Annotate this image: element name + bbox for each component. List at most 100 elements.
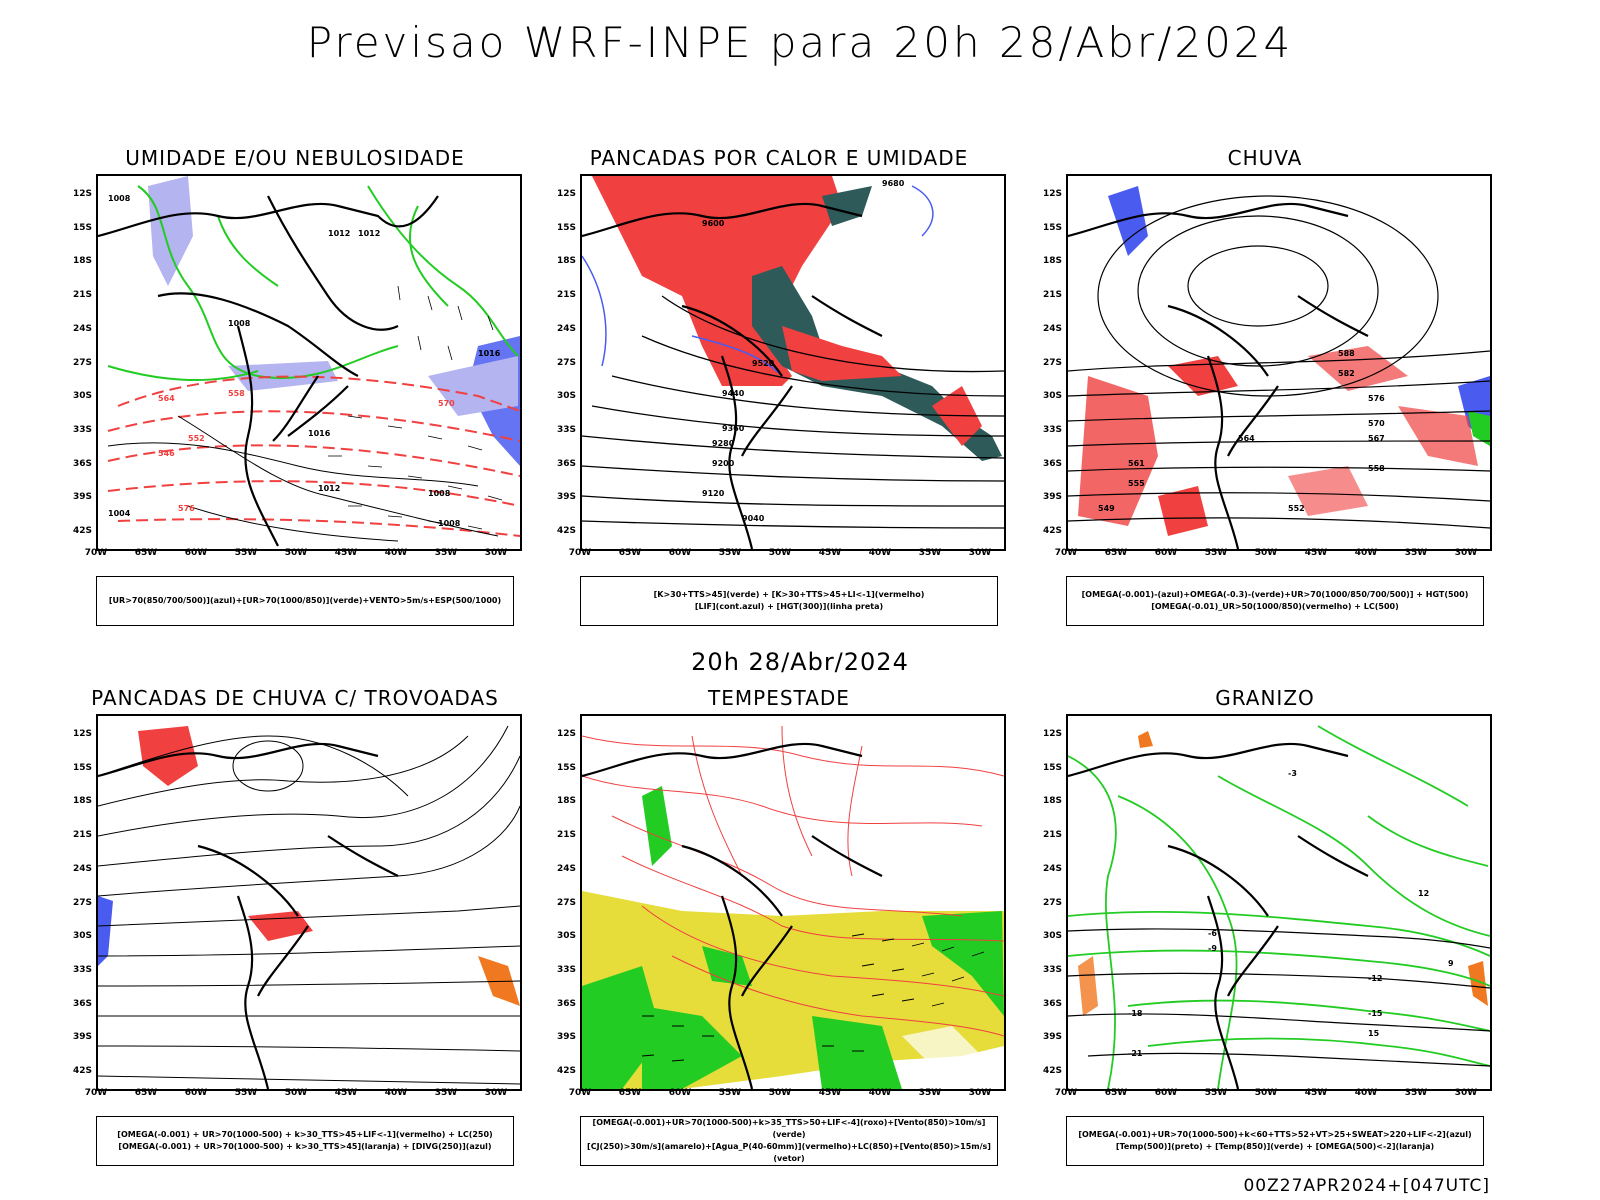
latitude-tick-label: 24S	[1042, 863, 1062, 874]
legend-line: [OMEGA(-0.01)_UR>50(1000/850)(vermelho) …	[1151, 602, 1399, 611]
map-umidade: 1008 1012 1008 1016 1012 1008 1004 1008 1012 570 5…	[96, 174, 522, 551]
latitude-tick-label: 27S	[556, 897, 576, 908]
legend-line: [CJ(250)>30m/s](amarelo)+[Agua_P(40-60mm…	[587, 1142, 991, 1163]
latitude-tick-label: 33S	[72, 424, 92, 435]
latitude-tick-label: 24S	[72, 863, 92, 874]
longitude-tick-label: 50W	[284, 548, 308, 558]
longitude-tick-label: 35W	[1404, 1088, 1428, 1098]
contour-value-label: 9040	[742, 514, 765, 523]
legend-line: [Temp(500)](preto) + [Temp(850)](verde) …	[1115, 1142, 1435, 1151]
latitude-tick-label: 30S	[556, 391, 576, 402]
contour-value-label: 1008	[428, 489, 451, 498]
latitude-tick-label: 18S	[72, 256, 92, 267]
panel-granizo: GRANIZO 12S 15S 18S 21S 24S 27S 30S 33S 36S 39S 42…	[1030, 686, 1500, 1176]
longitude-axis: 70W 65W 60W 55W 50W 45W 40W 35W 30W	[85, 1088, 520, 1102]
contour-value-label: 1004	[108, 509, 131, 518]
red-contours	[582, 725, 1004, 1037]
contour-value-label: 12	[1418, 889, 1429, 898]
longitude-tick-label: 30W	[484, 548, 508, 558]
latitude-axis: 12S 15S 18S 21S 24S 27S 30S 33S 36S 39S 42S	[1030, 714, 1064, 1087]
longitude-axis: 70W 65W 60W 55W 50W 45W 40W 35W 30W	[1055, 548, 1490, 562]
latitude-tick-label: 36S	[72, 998, 92, 1009]
latitude-tick-label: 12S	[72, 729, 92, 739]
longitude-tick-label: 55W	[718, 1088, 742, 1098]
latitude-tick-label: 21S	[72, 830, 92, 841]
map-svg: 1008 1012 1008 1016 1012 1008 1004 1008 1012 570 5…	[98, 176, 520, 547]
contour-value-label: 546	[158, 449, 175, 458]
lif-contours	[582, 185, 934, 377]
latitude-tick-label: 18S	[556, 256, 576, 267]
longitude-tick-label: 60W	[184, 1088, 208, 1098]
longitude-axis: 70W 65W 60W 55W 50W 45W 40W 35W 30W	[85, 548, 520, 562]
longitude-tick-label: 50W	[1254, 1088, 1278, 1098]
panel-title: TEMPESTADE	[708, 686, 850, 710]
panel-tempestade: TEMPESTADE 12S 15S 18S 21S 24S 27S 30S 33S 36S 39…	[544, 686, 1014, 1176]
panel-title: PANCADAS DE CHUVA C/ TROVOADAS	[91, 686, 499, 710]
contour-value-label: 549	[1098, 504, 1115, 513]
latitude-axis: 12S 15S 18S 21S 24S 27S 30S 33S 36S 39S 42S	[544, 714, 578, 1087]
longitude-tick-label: 65W	[1104, 1088, 1128, 1098]
country-borders	[98, 742, 399, 1089]
contour-value-label: 558	[228, 389, 245, 398]
contour-value-label: 1012	[318, 484, 340, 493]
longitude-tick-label: 70W	[84, 548, 108, 558]
map-svg: 588 582 576 570 567 564 561 558 555 552 549	[1068, 186, 1490, 549]
contour-value-label: -18	[1128, 1009, 1143, 1018]
longitude-tick-label: 65W	[134, 548, 158, 558]
latitude-tick-label: 33S	[556, 964, 576, 975]
contour-value-label: 9360	[722, 424, 745, 433]
contour-value-label: 552	[188, 434, 205, 443]
map-svg	[98, 725, 520, 1089]
fill-layer	[582, 786, 1004, 1089]
panel-title: CHUVA	[1227, 146, 1303, 170]
latitude-tick-label: 21S	[556, 830, 576, 841]
legend-line: [OMEGA(-0.001) + UR>70(1000-500) + k>30_…	[117, 1130, 493, 1139]
contour-value-label: 552	[1288, 504, 1305, 513]
latitude-tick-label: 18S	[1042, 256, 1062, 267]
latitude-tick-label: 39S	[556, 1032, 576, 1043]
longitude-axis: 70W 65W 60W 55W 50W 45W 40W 35W 30W	[569, 1088, 1004, 1102]
contour-value-label: 1016	[478, 349, 501, 358]
latitude-tick-label: 24S	[72, 323, 92, 334]
longitude-tick-label: 60W	[184, 548, 208, 558]
contour-value-label: 588	[1338, 349, 1355, 358]
latitude-tick-label: 36S	[556, 998, 576, 1009]
contour-value-label: 1016	[308, 429, 331, 438]
longitude-tick-label: 45W	[334, 548, 358, 558]
latitude-tick-label: 18S	[1042, 796, 1062, 807]
map-svg: -3 -6 -9 -12 -15 -18 -21 15 12 9	[1068, 725, 1490, 1089]
map-chuva: 588 582 576 570 567 564 561 558 555 552 549	[1066, 174, 1492, 551]
latitude-tick-label: 12S	[1042, 729, 1062, 739]
longitude-tick-label: 50W	[768, 548, 792, 558]
country-borders	[1068, 742, 1369, 1089]
longitude-tick-label: 30W	[968, 548, 992, 558]
longitude-tick-label: 65W	[618, 548, 642, 558]
contour-value-label: 576	[178, 504, 195, 513]
longitude-tick-label: 55W	[718, 548, 742, 558]
latitude-tick-label: 15S	[556, 222, 576, 233]
latitude-tick-label: 15S	[1042, 222, 1062, 233]
latitude-axis: 12S 15S 18S 21S 24S 27S 30S 33S 36S 39S 42S	[1030, 174, 1064, 547]
legend-box: [OMEGA(-0.001) + UR>70(1000-500) + k>30_…	[96, 1116, 514, 1166]
contour-value-label: 1008	[108, 194, 131, 203]
latitude-tick-label: 24S	[1042, 323, 1062, 334]
latitude-tick-label: 33S	[1042, 964, 1062, 975]
main-title: Previsao WRF-INPE para 20h 28/Abr/2024	[306, 18, 1294, 67]
latitude-tick-label: 30S	[1042, 931, 1062, 942]
longitude-tick-label: 40W	[868, 1088, 892, 1098]
contour-value-label: -21	[1128, 1049, 1143, 1058]
longitude-tick-label: 60W	[1154, 1088, 1178, 1098]
fill-layer	[98, 726, 520, 1006]
latitude-tick-label: 33S	[72, 964, 92, 975]
contour-value-label: 570	[1368, 419, 1385, 428]
latitude-axis: 12S 15S 18S 21S 24S 27S 30S 33S 36S 39S 42S	[60, 174, 94, 547]
longitude-tick-label: 40W	[384, 548, 408, 558]
latitude-tick-label: 39S	[1042, 492, 1062, 503]
longitude-tick-label: 65W	[134, 1088, 158, 1098]
country-borders	[1068, 202, 1369, 549]
latitude-tick-label: 27S	[72, 897, 92, 908]
latitude-tick-label: 21S	[1042, 830, 1062, 841]
fill-layer	[148, 176, 520, 466]
longitude-tick-label: 40W	[1354, 548, 1378, 558]
panel-chuva: CHUVA 12S 15S 18S 21S 24S 27S 30S 33S 36S 39S 42S	[1030, 146, 1500, 636]
